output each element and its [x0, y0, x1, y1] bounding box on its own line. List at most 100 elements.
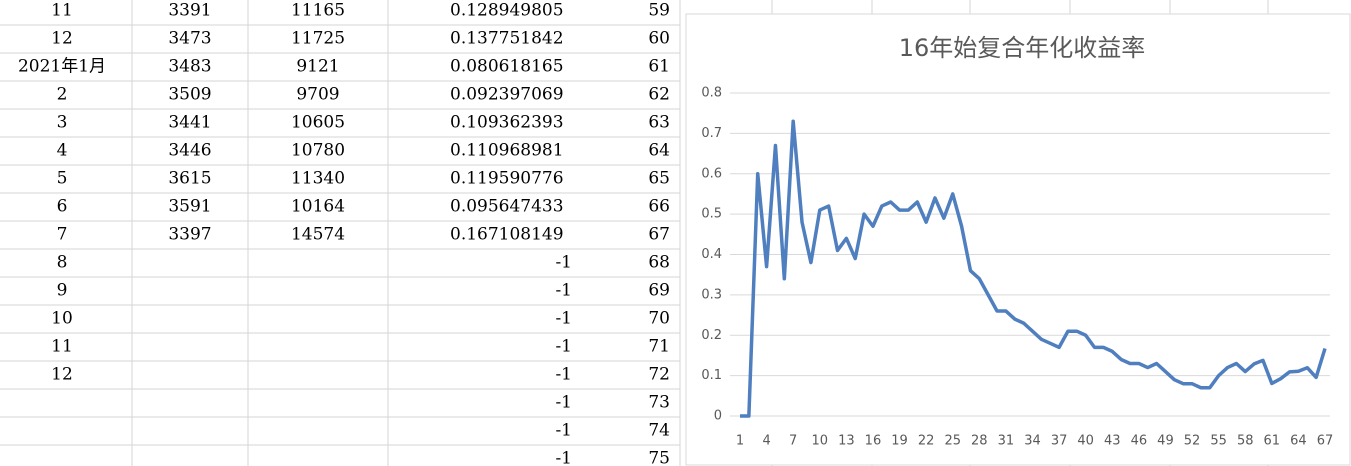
x-tick-label: 28 [971, 434, 988, 449]
cell-text: 70 [648, 309, 670, 329]
cell-text: -1 [555, 253, 572, 273]
cell-text: 6 [57, 197, 68, 217]
cell-text: 64 [648, 141, 670, 161]
cell-text: 63 [648, 113, 670, 133]
x-tick-label: 22 [918, 434, 935, 449]
cell-text: -1 [555, 421, 572, 441]
cell-text: 0.095647433 [450, 197, 564, 217]
cell-text: 11340 [291, 169, 345, 189]
x-tick-label: 10 [811, 434, 828, 449]
cell-text: 3615 [168, 169, 211, 189]
cell-text: 0.137751842 [450, 29, 564, 49]
cell-text: 11725 [291, 29, 345, 49]
cell-text: 68 [648, 253, 670, 273]
cell-text: 73 [648, 393, 670, 413]
cell-text: 10605 [291, 113, 345, 133]
x-tick-label: 7 [789, 434, 797, 449]
cell-text: 62 [648, 85, 670, 105]
cell-text: 5 [57, 169, 68, 189]
cell-text: 0.110968981 [450, 141, 564, 161]
cell-text: 65 [648, 169, 670, 189]
cell-text: 69 [648, 281, 670, 301]
cell-text: 3391 [168, 1, 211, 21]
cell-text: 67 [648, 225, 670, 245]
y-tick-label: 0.4 [701, 247, 722, 262]
x-tick-label: 16 [865, 434, 882, 449]
cell-text: 3509 [168, 85, 211, 105]
cell-text: 3473 [168, 29, 211, 49]
cell-text: 60 [648, 29, 670, 49]
cell-text: -1 [555, 309, 572, 329]
y-tick-label: 0.6 [701, 166, 722, 181]
y-tick-label: 0 [714, 409, 722, 424]
x-tick-label: 19 [891, 434, 908, 449]
cell-text: 2 [57, 85, 68, 105]
cell-text: 10780 [291, 141, 345, 161]
cell-text: -1 [555, 281, 572, 301]
cell-text: -1 [555, 449, 572, 466]
cell-text: 3441 [168, 113, 211, 133]
x-tick-label: 49 [1157, 434, 1174, 449]
x-tick-label: 46 [1131, 434, 1148, 449]
cell-text: 3483 [168, 57, 211, 77]
cell-text: 10164 [291, 197, 345, 217]
x-tick-label: 58 [1237, 434, 1254, 449]
chart-title: 16年始复合年化收益率 [899, 34, 1146, 62]
cell-text: -1 [555, 393, 572, 413]
x-tick-label: 64 [1290, 434, 1307, 449]
cell-text: 9121 [296, 57, 339, 77]
cell-text: 72 [648, 365, 670, 385]
cell-text: 61 [648, 57, 670, 77]
y-tick-label: 0.2 [701, 328, 722, 343]
y-tick-label: 0.8 [701, 86, 722, 101]
cell-text: 66 [648, 197, 670, 217]
x-tick-label: 67 [1317, 434, 1334, 449]
x-tick-label: 37 [1051, 434, 1068, 449]
cell-text: 2021年1月 [18, 57, 106, 77]
x-tick-label: 40 [1077, 434, 1094, 449]
cell-text: 75 [648, 449, 670, 466]
data-line [740, 119, 1327, 418]
x-tick-label: 13 [838, 434, 855, 449]
cell-text: -1 [555, 365, 572, 385]
cell-text: 0.128949805 [450, 1, 564, 21]
cell-text: 12 [51, 365, 73, 385]
x-tick-label: 61 [1264, 434, 1281, 449]
cell-text: 3 [57, 113, 68, 133]
cell-text: 0.119590776 [450, 169, 564, 189]
cell-text: 74 [648, 421, 670, 441]
x-tick-label: 34 [1024, 434, 1041, 449]
cell-text: 3397 [168, 225, 211, 245]
cell-text: 0.109362393 [450, 113, 564, 133]
chart-area [685, 13, 1351, 466]
y-tick-label: 0.7 [701, 126, 722, 141]
cell-text: 59 [648, 1, 670, 21]
cell-text: 12 [51, 29, 73, 49]
y-tick-label: 0.1 [701, 368, 722, 383]
cell-text: 0.080618165 [450, 57, 564, 77]
cell-text: 8 [57, 253, 68, 273]
cell-text: 9 [57, 281, 68, 301]
x-tick-label: 31 [998, 434, 1015, 449]
cell-text: 71 [648, 337, 670, 357]
cell-text: 0.092397069 [450, 85, 564, 105]
y-tick-label: 0.3 [701, 287, 722, 302]
cell-text: 11165 [291, 1, 345, 21]
cell-text: 9709 [296, 85, 339, 105]
cell-text: 11 [51, 1, 73, 21]
x-tick-label: 55 [1210, 434, 1227, 449]
x-tick-label: 25 [944, 434, 961, 449]
chart: 16年始复合年化收益率 0 0.1 0.2 0.3 0.4 0.5 0.6 0.7 0.8 1 4 7… [685, 13, 1351, 466]
x-tick-label: 52 [1184, 434, 1201, 449]
cell-text: 4 [57, 141, 68, 161]
cell-text: 11 [51, 337, 73, 357]
x-tick-label: 4 [762, 434, 770, 449]
cell-text: 7 [57, 225, 68, 245]
cell-text: 14574 [291, 225, 345, 245]
cell-text: 3446 [168, 141, 211, 161]
x-tick-label: 43 [1104, 434, 1121, 449]
cell-text: 10 [51, 309, 73, 329]
